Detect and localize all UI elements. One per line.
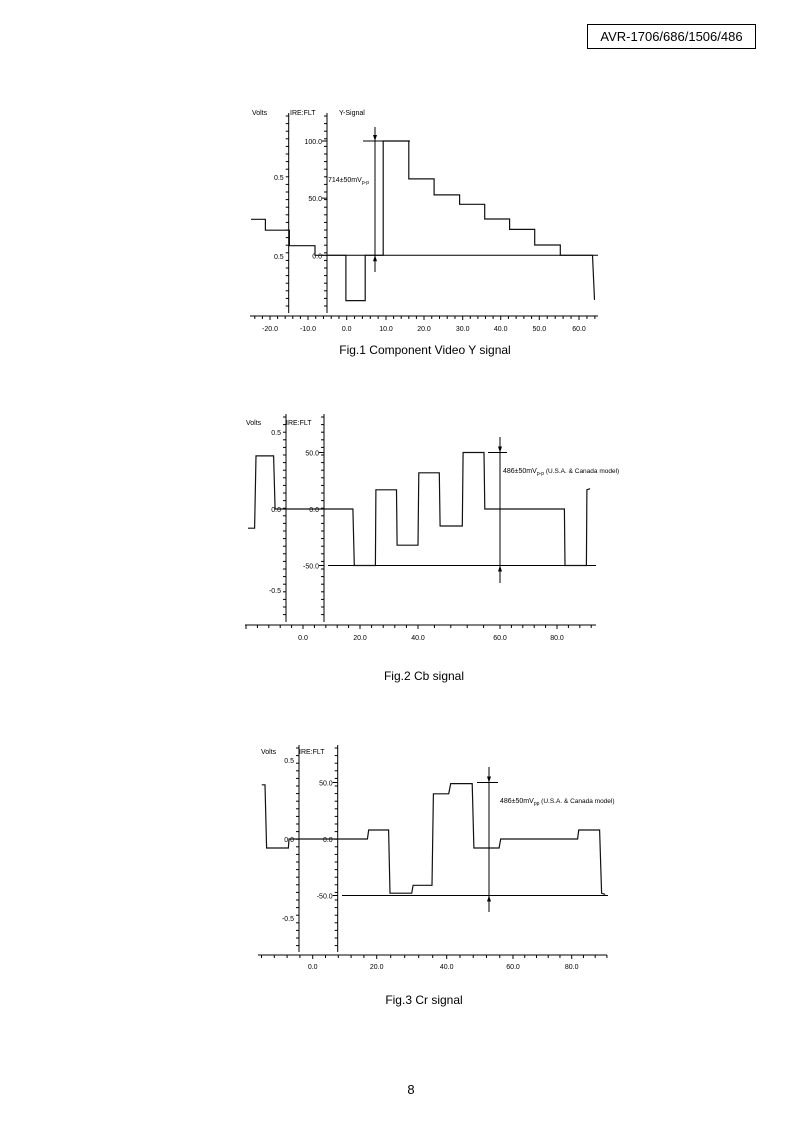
volts-axis-label: Volts [246, 420, 262, 427]
arrow-up-icon [498, 565, 502, 572]
waveform-cr [261, 782, 606, 895]
ire-tick-label: 0.0 [312, 253, 322, 260]
volts-tick-label: -0.5 [282, 916, 294, 923]
page-number: 8 [407, 1082, 415, 1097]
volts-tick-label: 0.5 [274, 254, 284, 261]
waveform-y [251, 140, 596, 302]
arrow-up-icon [373, 255, 377, 262]
volts-tick-label: 0.5 [284, 758, 294, 765]
ire-tick-label: -50.0 [317, 894, 333, 901]
annotation-value: 486±50mV [500, 798, 534, 805]
time-tick-label: 80.0 [565, 964, 579, 971]
time-tick-label: -20.0 [262, 326, 278, 333]
time-tick-label: 0.0 [298, 635, 308, 642]
figure-1-caption: Fig.1 Component Video Y signal [339, 343, 511, 357]
volts-tick-label: 0.5 [271, 430, 281, 437]
signal-label: Y-Signal [339, 110, 365, 117]
time-tick-label: 50.0 [532, 326, 546, 333]
ire-tick-label: 0.0 [309, 507, 319, 514]
time-tick-label: 60.0 [493, 635, 507, 642]
time-tick-label: 40.0 [494, 326, 508, 333]
model-number-box: AVR-1706/686/1506/486 [587, 24, 756, 49]
amplitude-annotation: 486±50mVpp (U.S.A. & Canada model) [500, 798, 615, 807]
ire-tick-label: 0.0 [323, 837, 333, 844]
ire-axis-label: IRE:FLT [290, 110, 316, 117]
time-tick-label: 80.0 [550, 635, 564, 642]
arrow-down-icon [373, 135, 377, 141]
annotation-subscript: p-p [537, 471, 544, 477]
ire-axis-label: IRE:FLT [299, 749, 325, 756]
annotation-model-note: (U.S.A. & Canada model) [539, 798, 614, 805]
ire-tick-label: 50.0 [308, 196, 322, 203]
time-tick-label: -10.0 [300, 326, 316, 333]
figure-3-caption: Fig.3 Cr signal [385, 993, 463, 1007]
waveform-cb [248, 451, 591, 567]
annotation-subscript: p-p [362, 180, 369, 186]
ire-tick-label: 100.0 [304, 139, 322, 146]
ire-tick-label: -50.0 [303, 564, 319, 571]
annotation-value: 486±50mV [503, 468, 537, 475]
arrow-down-icon [498, 446, 502, 453]
arrow-up-icon [487, 895, 491, 902]
figure-2-caption: Fig.2 Cb signal [383, 669, 465, 683]
ire-tick-label: 50.0 [305, 451, 319, 458]
ire-axis-label: IRE:FLT [286, 420, 312, 427]
volts-tick-label: 0.5 [274, 175, 284, 182]
ire-tick-label: 50.0 [319, 781, 333, 788]
time-tick-label: 20.0 [353, 635, 367, 642]
annotation-subscript: pp [534, 801, 540, 807]
amplitude-annotation: 714±50mVp-p [328, 177, 369, 186]
volts-tick-label: 0.0 [271, 507, 281, 514]
time-tick-label: 60.0 [506, 964, 520, 971]
amplitude-annotation: 486±50mVp-p (U.S.A. & Canada model) [503, 468, 619, 477]
time-tick-label: 0.0 [342, 326, 352, 333]
time-tick-label: 0.0 [308, 964, 318, 971]
time-tick-label: 40.0 [440, 964, 454, 971]
time-tick-label: 30.0 [456, 326, 470, 333]
time-tick-label: 60.0 [572, 326, 586, 333]
volts-tick-label: -0.5 [269, 588, 281, 595]
annotation-model-note: (U.S.A. & Canada model) [544, 468, 619, 475]
time-tick-label: 20.0 [417, 326, 431, 333]
time-tick-label: 10.0 [379, 326, 393, 333]
time-tick-label: 20.0 [370, 964, 384, 971]
volts-axis-label: Volts [252, 110, 268, 117]
time-tick-label: 40.0 [411, 635, 425, 642]
volts-axis-label: Volts [261, 749, 277, 756]
arrow-down-icon [487, 776, 491, 783]
annotation-value: 714±50mV [328, 177, 362, 184]
